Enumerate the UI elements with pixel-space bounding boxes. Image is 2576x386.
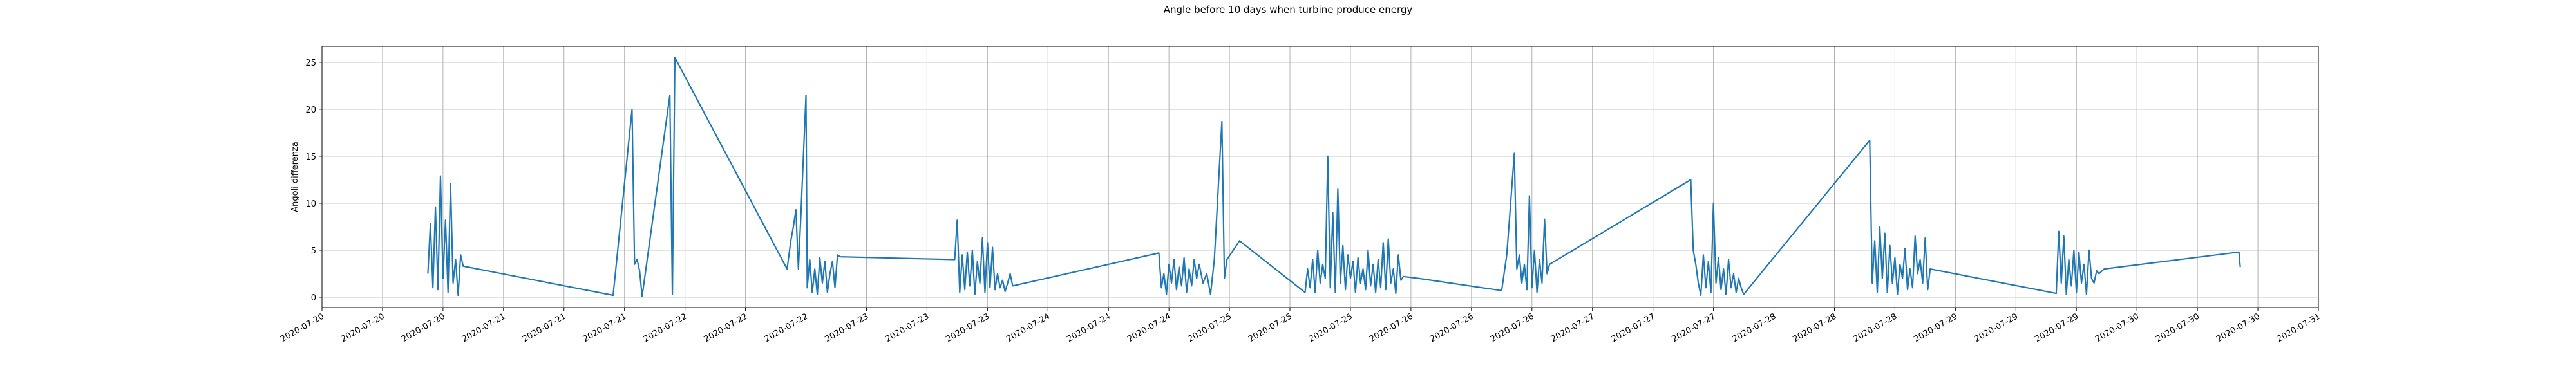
x-tick-label: 2020-07-24	[1126, 311, 1173, 344]
x-tick-label: 2020-07-24	[1065, 311, 1112, 344]
x-tick-label: 2020-07-22	[642, 311, 689, 344]
x-tick-label: 2020-07-25	[1307, 311, 1354, 344]
y-tick-label: 25	[305, 59, 316, 68]
x-tick-label: 2020-07-20	[279, 311, 326, 344]
x-tick-label: 2020-07-21	[460, 311, 507, 344]
x-tick-label: 2020-07-30	[2094, 311, 2141, 344]
x-tick-label: 2020-07-30	[2154, 311, 2201, 344]
x-tick-label: 2020-07-27	[1549, 311, 1596, 344]
y-tick-label: 0	[311, 293, 316, 303]
x-tick-label: 2020-07-21	[582, 311, 629, 344]
x-tick-label: 2020-07-28	[1792, 311, 1839, 344]
x-tick-label: 2020-07-30	[2215, 311, 2262, 344]
x-tick-label: 2020-07-28	[1731, 311, 1778, 344]
data-line	[427, 57, 2241, 297]
x-tick-label: 2020-07-23	[944, 311, 991, 344]
y-tick-label: 20	[305, 106, 316, 115]
x-tick-label: 2020-07-20	[400, 311, 447, 344]
x-tick-label: 2020-07-28	[1852, 311, 1899, 344]
x-tick-label: 2020-07-23	[884, 311, 931, 344]
x-tick-label: 2020-07-27	[1610, 311, 1657, 344]
x-tick-label: 2020-07-25	[1247, 311, 1294, 344]
y-tick-label: 5	[311, 246, 316, 256]
x-tick-label: 2020-07-29	[2033, 311, 2080, 344]
x-tick-label: 2020-07-20	[339, 311, 386, 344]
x-tick-label: 2020-07-27	[1671, 311, 1718, 344]
x-tick-label: 2020-07-29	[1973, 311, 2020, 344]
x-tick-label: 2020-07-31	[2275, 311, 2322, 344]
y-tick-label: 10	[305, 199, 316, 209]
plot-frame	[321, 46, 2319, 308]
x-tick-label: 2020-07-22	[763, 311, 810, 344]
x-tick-label: 2020-07-26	[1489, 311, 1536, 344]
x-tick-label: 2020-07-21	[521, 311, 568, 344]
chart-title: Angle before 10 days when turbine produc…	[1164, 4, 1413, 15]
y-tick-label: 15	[305, 152, 316, 162]
x-tick-label: 2020-07-26	[1428, 311, 1475, 344]
x-tick-label: 2020-07-23	[824, 311, 871, 344]
x-tick-label: 2020-07-26	[1368, 311, 1415, 344]
x-tick-label: 2020-07-22	[703, 311, 750, 344]
y-axis-label: Angoli differenza	[290, 142, 300, 212]
x-tick-label: 2020-07-24	[1005, 311, 1052, 344]
x-tick-label: 2020-07-29	[1912, 311, 1959, 344]
x-tick-label: 2020-07-25	[1186, 311, 1233, 344]
